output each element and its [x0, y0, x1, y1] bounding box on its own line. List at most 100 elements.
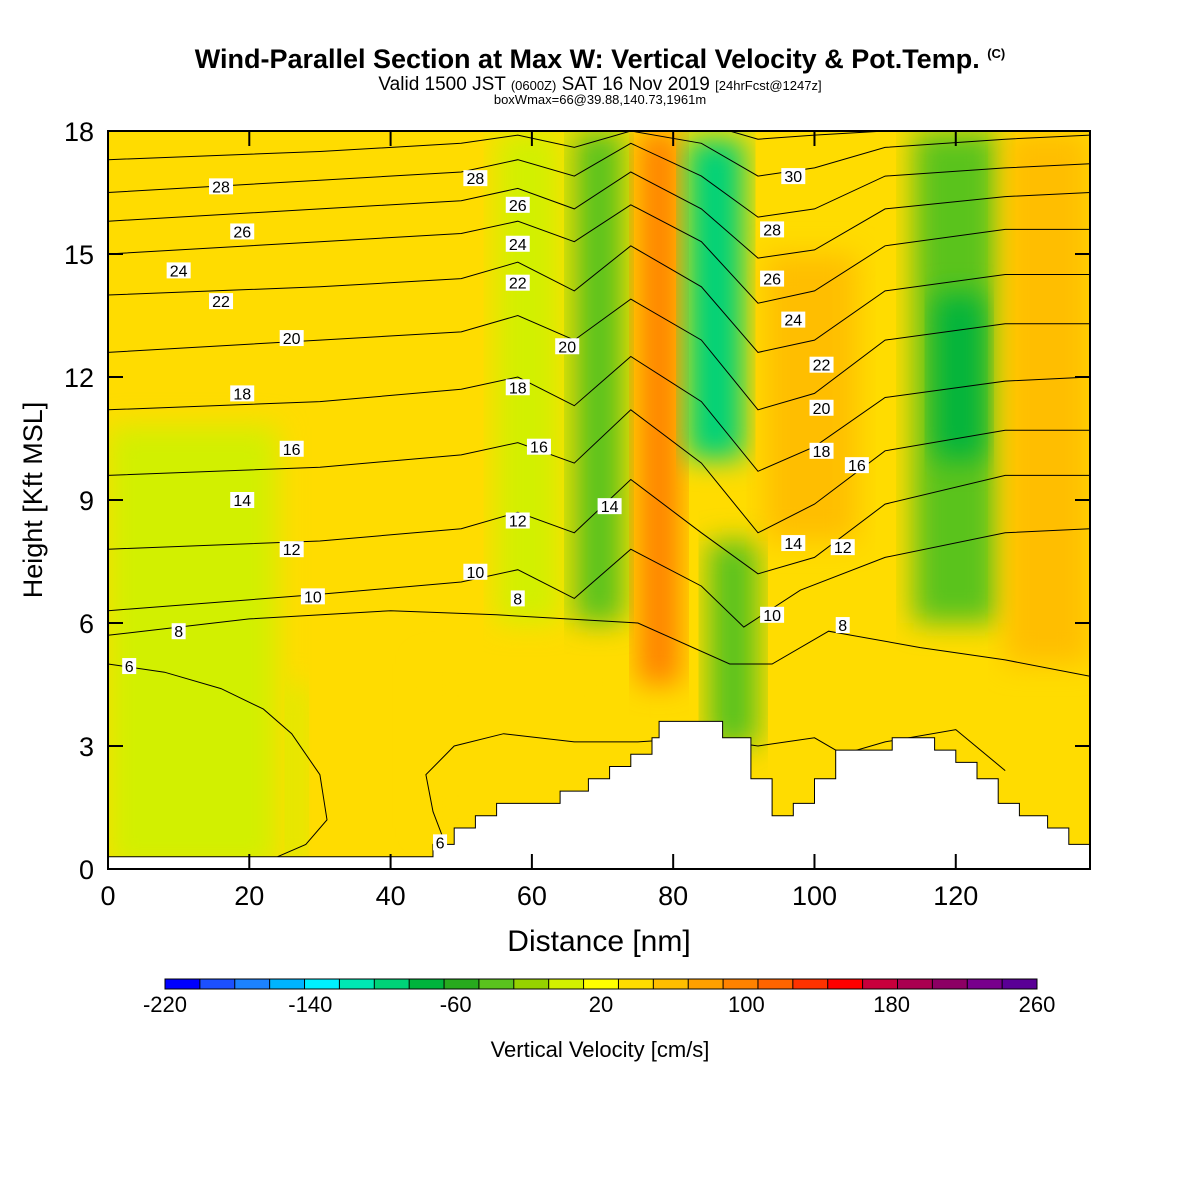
contour-labels: 6 6 8 8 8 10 10 10 12 12 12 14 14 14 16 16 16 18 18 18 20 20 2… [122, 168, 869, 852]
contour-label-bg [279, 541, 304, 558]
contour-label-bg [209, 178, 234, 195]
contour-label-bg [505, 235, 530, 252]
colorbar-swatch [862, 979, 898, 989]
contour-label: 8 [838, 618, 847, 635]
contour-label: 20 [283, 331, 301, 348]
theta-contour-12 [108, 474, 1090, 575]
contour-label: 18 [233, 386, 251, 403]
colorbar: -220 -140 -60 20 100 180 260 [143, 978, 1055, 1017]
colorbar-swatch [932, 979, 968, 989]
contour-label-bg [809, 442, 834, 459]
theta-contour-14 [108, 409, 1090, 534]
colorbar-swatch [548, 979, 585, 989]
contour-label: 28 [212, 179, 230, 196]
contour-label-bg [781, 168, 806, 185]
theta-contour-20 [108, 245, 1090, 353]
contour-label: 14 [601, 499, 619, 516]
contour-label-bg [835, 617, 850, 634]
velocity-region [1005, 131, 1090, 664]
chart-title: Wind-Parallel Section at Max W: Vertical… [194, 44, 1006, 74]
x-tick-label: 120 [933, 881, 978, 911]
theta-contour-6 [108, 663, 328, 858]
contour-label: 12 [834, 540, 852, 557]
contour-label: 6 [436, 835, 445, 852]
colorbar-swatch [792, 979, 829, 989]
colorbar-swatch [513, 979, 550, 989]
velocity-region [687, 139, 744, 459]
contour-label-bg [463, 563, 488, 580]
theta-contour-30 [729, 131, 886, 140]
theta-contour-24 [108, 171, 1090, 259]
contour-label-bg [781, 535, 806, 552]
colorbar-swatch [234, 979, 271, 989]
theta-contour-22 [108, 204, 1090, 304]
x-tick-label: 20 [234, 881, 264, 911]
colorbar-label: Vertical Velocity [cm/s] [491, 1037, 710, 1062]
theta-contour-10 [108, 528, 1090, 628]
contour-label: 28 [763, 222, 781, 239]
contour-label-bg [505, 512, 530, 529]
contour-label: 22 [509, 276, 527, 293]
colorbar-swatch [444, 979, 480, 989]
contour-label: 16 [848, 458, 866, 475]
contour-label-bg [760, 270, 785, 287]
terrain-outline [108, 720, 1090, 858]
theta-contour-28 [108, 131, 1090, 177]
colorbar-tick-label: 100 [728, 992, 765, 1017]
colorbar-swatch [304, 979, 340, 989]
x-tick-label: 80 [658, 881, 688, 911]
contour-label-bg [230, 223, 255, 240]
velocity-region [574, 131, 624, 623]
velocity-field [108, 131, 1090, 869]
colorbar-tick-label: 20 [589, 992, 613, 1017]
contour-label: 16 [530, 440, 548, 457]
contour-label: 26 [509, 198, 527, 215]
chart-subtitle: Valid 1500 JST (0600Z) SAT 16 Nov 2019 [… [378, 74, 822, 95]
contour-label: 10 [763, 608, 781, 625]
contour-label: 26 [233, 224, 251, 241]
y-tick-label: 3 [79, 732, 94, 762]
contour-label-bg [555, 338, 580, 355]
contour-label: 24 [509, 237, 527, 254]
contour-label-bg [433, 834, 448, 851]
colorbar-swatch [339, 979, 375, 989]
theta-contour-16 [108, 355, 1090, 472]
contour-label-bg [505, 379, 530, 396]
x-axis-label: Distance [nm] [507, 925, 690, 958]
contour-label: 22 [212, 294, 230, 311]
contour-label: 24 [784, 313, 802, 330]
contour-label-bg [230, 385, 255, 402]
contour-label: 8 [174, 624, 183, 641]
colorbar-swatch [653, 979, 689, 989]
contour-label-bg [510, 590, 525, 607]
contour-label-bg [279, 440, 304, 457]
contour-label-bg [760, 221, 785, 238]
contour-label: 18 [509, 380, 527, 397]
contour-label-bg [809, 399, 834, 416]
contour-label-bg [230, 492, 255, 508]
velocity-region [765, 254, 857, 541]
terrain-fill [108, 721, 1090, 869]
contour-label-bg [209, 293, 234, 310]
colorbar-tick-label: -220 [143, 992, 187, 1017]
velocity-region [934, 295, 985, 459]
axes: 0 20 40 60 80 100 120 0 3 6 9 12 15 18 [64, 117, 1090, 911]
x-tick-label: 100 [792, 881, 837, 911]
y-axis-label: Height [Kft MSL] [18, 402, 48, 599]
y-tick-label: 15 [64, 240, 94, 270]
y-tick-label: 12 [64, 363, 94, 393]
colorbar-tick-label: 180 [873, 992, 910, 1017]
contour-label: 16 [283, 442, 301, 459]
y-tick-label: 0 [79, 855, 94, 885]
contour-label: 12 [509, 514, 527, 531]
contour-label-bg [844, 457, 869, 474]
colorbar-swatch [374, 979, 410, 989]
contour-label: 14 [784, 536, 802, 553]
contour-label: 30 [784, 169, 802, 186]
contour-label: 10 [466, 565, 484, 582]
velocity-region [708, 541, 758, 746]
colorbar-swatch [583, 979, 619, 989]
colorbar-swatch [269, 979, 306, 989]
contour-label: 18 [813, 444, 831, 461]
